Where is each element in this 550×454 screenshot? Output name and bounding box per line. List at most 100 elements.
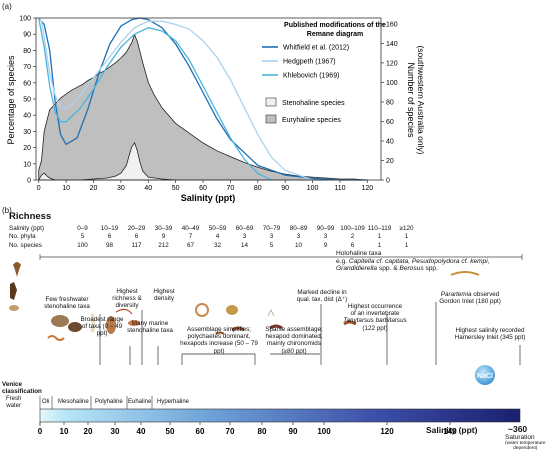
holohaline-eg: e.g.	[336, 257, 349, 265]
legend-line-label: Whitfield et al. (2012)	[283, 45, 349, 52]
y-tick-label-left: 10	[23, 161, 31, 168]
y-tick-label-right: 20	[386, 158, 394, 165]
zone-hyperhaline: Hyperhaline	[157, 399, 190, 405]
holohaline-annotation: Holohaline taxa e.g. Capitella cf. capit…	[336, 250, 490, 273]
y-tick-label-right: 80	[386, 99, 394, 106]
x-tick-label: 50	[172, 185, 180, 192]
holohaline-taxa: Capitella cf. capitata, Pesudopolydora c…	[348, 257, 490, 265]
salinity-tick-label: 30	[111, 427, 120, 436]
table-row: No. species 100 98 117 212 67 32 14 5 10…	[9, 241, 420, 250]
larva-small-icon	[215, 331, 225, 335]
cell: 0–9	[77, 224, 88, 232]
table-row: No. phyla 5 6 6 9 7 4 3 3 3 3 2 1 1	[9, 233, 420, 242]
broadest-range-annotation: Broadest range of taxa (0 – 49 ppt)	[80, 316, 124, 338]
venice-title-1: Venice	[2, 381, 22, 388]
venice-title-2: classification	[2, 388, 42, 395]
cell: 5	[269, 241, 274, 249]
y-tick-label-right: 60	[386, 119, 394, 126]
crustacean-icon	[115, 308, 133, 315]
saturation-note-1: (water temperature	[505, 441, 546, 446]
cell: 100–109	[340, 224, 365, 232]
water-beetle-icon	[10, 282, 17, 300]
crab-icon	[128, 320, 140, 326]
of-invertebrate: of an invertebrate	[350, 310, 400, 318]
bivalve-icon	[51, 315, 69, 327]
gordon-inlet: Gordon Inlet (180 ppt)	[439, 298, 501, 306]
highest-density-annotation: Highest density	[153, 288, 175, 303]
venice-title: Venice classification	[2, 381, 42, 395]
cell: 5	[80, 233, 85, 241]
y-tick-label-right: 0	[386, 178, 390, 185]
panel-a-label: (a)	[2, 2, 12, 11]
holohaline-title: Holohaline taxa	[336, 250, 382, 257]
salinity-tick-label: 70	[226, 427, 235, 436]
area-euryhaline-species	[38, 33, 368, 181]
cell: 9	[323, 241, 328, 249]
cell: 60–69	[235, 224, 254, 232]
cell: 14	[240, 241, 248, 249]
highest-occurrence: Highest occurrence	[347, 303, 403, 310]
legend-line-label: Khlebovich (1969)	[283, 73, 339, 80]
cell: 70–79	[262, 224, 281, 232]
cell: 32	[213, 241, 221, 249]
cell: ≥120	[399, 224, 414, 232]
mayfly-icon	[13, 262, 21, 277]
legend: Published modifications of the Remane di…	[262, 22, 386, 124]
annotation-pointers	[99, 302, 521, 365]
parartemia-name: Parartemia	[440, 291, 472, 298]
row-label: Salinity (ppt)	[9, 224, 44, 232]
y-tick-label-right: 120	[386, 60, 398, 67]
spp-and: spp. &	[377, 265, 400, 273]
y-axis-label-right: Number of species	[406, 62, 416, 138]
cell: 4	[215, 233, 220, 241]
cell: 110–119	[367, 224, 392, 232]
y-tick-label-left: 70	[23, 64, 31, 71]
legend-title-2: Remane diagram	[307, 31, 363, 38]
salinity-end-label: ~360	[508, 424, 528, 434]
x-tick-label: 20	[90, 185, 98, 192]
nacl-icon	[475, 365, 495, 385]
y-tick-label-right: 40	[386, 138, 394, 145]
salinity-tick-label: 80	[258, 427, 267, 436]
taxon-berosus: Berosus	[399, 265, 424, 273]
cell: 80–89	[289, 224, 308, 232]
cell: 212	[158, 241, 169, 249]
cell: 10–19	[100, 224, 119, 232]
tanytarsus-larva-icon	[343, 320, 357, 326]
cell: 1	[404, 241, 409, 249]
table-row: Salinity (ppt) 0–9 10–19 20–29 30–39 40–…	[9, 224, 420, 233]
cell: 3	[242, 233, 247, 241]
y-tick-label-left: 40	[23, 113, 31, 120]
hamersley-annotation: Highest salinity recorded Hamersley Inle…	[440, 327, 540, 341]
legend-label-stenohaline: Stenohaline species	[282, 100, 345, 107]
x-tick-label: 100	[307, 185, 319, 192]
cell: 50–59	[208, 224, 227, 232]
midge-icon	[267, 308, 275, 317]
salinity-tick-label: 20	[84, 427, 93, 436]
cell: 3	[323, 233, 328, 241]
remane-chart: 0 10 20 30 40 50 60 70 80 90 100 110 120 0 10 20 30 40 50 6…	[6, 16, 426, 204]
legend-label-euryhaline: Euryhaline species	[282, 117, 341, 124]
legend-title: Published modifications of the	[284, 22, 386, 29]
salinity-schematic: NaCl 0 10 20 30 40 50 60 70 80 90 100 120 140	[9, 254, 523, 436]
larva-icon	[231, 326, 245, 332]
parartemia-annotation: Parartemia observed Gordon Inlet (180 pp…	[430, 291, 510, 305]
y-tick-label-left: 30	[23, 129, 31, 136]
cell: 6	[134, 233, 139, 241]
nacl-label: NaCl	[477, 373, 493, 380]
parartemia-icon	[450, 271, 480, 276]
salinity-axis-title: Salinity (ppt)	[426, 425, 478, 435]
y-tick-label-right: 100	[386, 80, 398, 87]
legend-line-label: Hedgpeth (1967)	[283, 59, 336, 66]
cell: 30–39	[154, 224, 173, 232]
saturation-note-2: dependent)	[513, 446, 538, 452]
saturation-label: Saturation	[505, 434, 535, 441]
gastropod-icon	[226, 305, 238, 315]
few-freshwater-annotation: Few freshwater stenohaline taxa	[44, 296, 90, 311]
shrimp-icon	[9, 305, 19, 311]
y-tick-label-left: 80	[23, 48, 31, 55]
cell: 40–49	[181, 224, 200, 232]
cell: 98	[105, 241, 113, 249]
y-tick-label-right: 160	[386, 21, 398, 28]
tanytarsus-name: Tanytarsus barbitarsus	[343, 317, 407, 325]
